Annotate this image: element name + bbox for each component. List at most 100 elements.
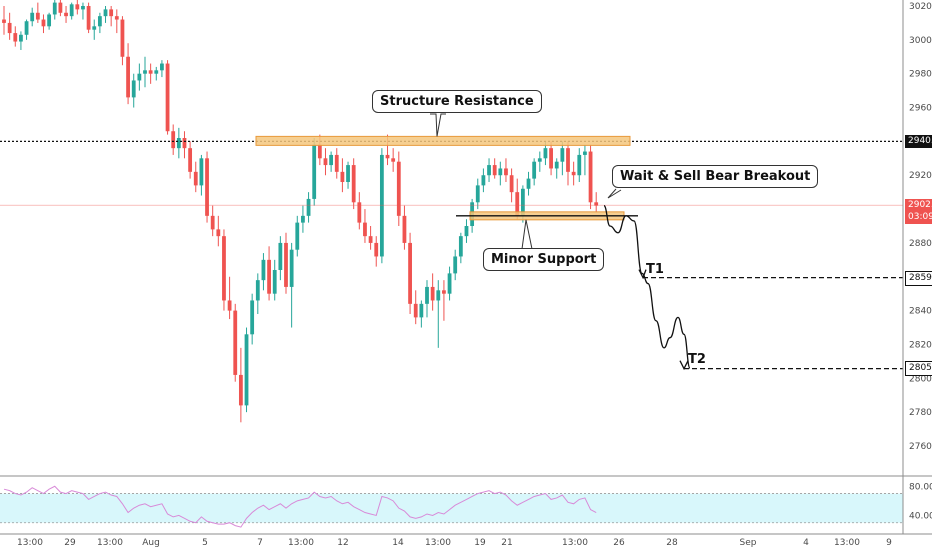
candle-body [182, 138, 187, 149]
candle-body [205, 158, 209, 216]
candle-body [199, 158, 204, 186]
candle-body [58, 2, 63, 13]
candle-body [566, 148, 570, 172]
candle-body [148, 70, 153, 74]
price-tick-label: 2780.0 [909, 408, 932, 418]
price-axis[interactable]: 3020.0 3000.0 2980.0 2960.0 2920.0 2880.0 2840… [909, 2, 932, 452]
candle-body [583, 151, 587, 155]
candle-body [255, 280, 260, 301]
time-tick-label: 7 [257, 538, 263, 548]
candle-body [250, 300, 255, 335]
candle-body [120, 19, 125, 57]
candle-body [402, 215, 407, 243]
candle-body [289, 249, 294, 287]
candle-body [391, 158, 396, 162]
price-tick-label: 3000.0 [909, 36, 932, 46]
candle-body [430, 286, 435, 301]
candle-body [13, 33, 18, 42]
time-axis[interactable]: 13:00 29 13:00 Aug 5 7 13:00 12 14 13:00 19 21 13:00… [17, 538, 892, 548]
candle-body [126, 56, 130, 98]
candle-body [560, 148, 565, 162]
candle-body [334, 154, 339, 172]
candle-body [244, 334, 249, 406]
candle-body [481, 175, 486, 186]
price-tick-label: 2800.0 [909, 374, 932, 384]
candle-body [396, 161, 401, 216]
candle-body [35, 12, 40, 20]
price-tick-label: 2840.0 [909, 307, 932, 317]
candle-body [109, 9, 114, 17]
candle-body [442, 290, 446, 294]
candle-body [357, 202, 362, 223]
rsi-pane [0, 485, 903, 528]
candle-body [317, 144, 322, 159]
time-tick-label: 13:00 [562, 538, 588, 548]
candle-body [97, 16, 102, 27]
candle-body [7, 22, 12, 34]
time-tick-label: Aug [142, 538, 160, 548]
candle-body [537, 158, 542, 162]
time-tick-label: 13:00 [17, 538, 43, 548]
candles-layer [2, 0, 599, 423]
candle-body [267, 259, 271, 294]
candle-body [363, 222, 367, 237]
candle-body [216, 229, 221, 237]
candle-body [549, 148, 553, 169]
candle-body [41, 19, 46, 27]
candle-body [509, 175, 514, 193]
candle-body [261, 259, 266, 281]
resistance-price-label: 2940.2 [905, 135, 932, 148]
candle-body [52, 2, 57, 15]
candle-body [193, 171, 198, 186]
candle-body [504, 168, 508, 176]
candle-body [233, 310, 238, 375]
candle-body [532, 161, 537, 179]
candle-body [238, 374, 243, 406]
t1-arrow [638, 269, 647, 280]
time-tick-label: 21 [501, 538, 512, 548]
candle-body [301, 215, 305, 223]
main-pane [0, 0, 903, 423]
candle-body [346, 165, 350, 182]
candle-body [284, 242, 288, 287]
candle-body [408, 242, 412, 304]
candle-body [520, 188, 525, 216]
candle-body [81, 6, 85, 10]
candle-body [436, 290, 441, 301]
current-price-label: 2902.3 [905, 199, 932, 212]
candle-body [272, 270, 277, 294]
candle-body [492, 165, 497, 176]
candle-body [323, 158, 328, 166]
projection-path [603, 205, 691, 369]
levels-layer [0, 113, 903, 370]
candle-body [498, 168, 503, 176]
time-tick-label: 13:00 [97, 538, 123, 548]
candle-body [453, 256, 458, 274]
candle-body [577, 154, 582, 176]
t2-label: T2 [688, 352, 706, 367]
breakout-pointer [607, 188, 622, 199]
time-tick-label: 5 [202, 538, 208, 548]
candle-body [2, 19, 6, 23]
candle-body [210, 215, 215, 230]
time-tick-label: 12 [337, 538, 348, 548]
candle-body [103, 9, 108, 17]
candle-body [137, 73, 142, 81]
candle-body [176, 138, 181, 149]
t1-label: T1 [646, 262, 664, 277]
support-pointer [521, 219, 533, 250]
price-tick-label: 2960.0 [909, 104, 932, 114]
minor-support-callout: Minor Support [483, 248, 605, 271]
candle-body [554, 161, 559, 169]
price-tick-label: 2880.0 [909, 239, 932, 249]
candle-body [329, 154, 334, 166]
candle-body [92, 26, 97, 30]
candle-body [419, 303, 424, 318]
candle-body [526, 178, 531, 189]
time-tick-label: 14 [392, 538, 404, 548]
candle-body [154, 70, 159, 74]
time-tick-label: 19 [474, 538, 486, 548]
candle-body [114, 16, 119, 20]
resistance-zone[interactable] [255, 135, 631, 146]
